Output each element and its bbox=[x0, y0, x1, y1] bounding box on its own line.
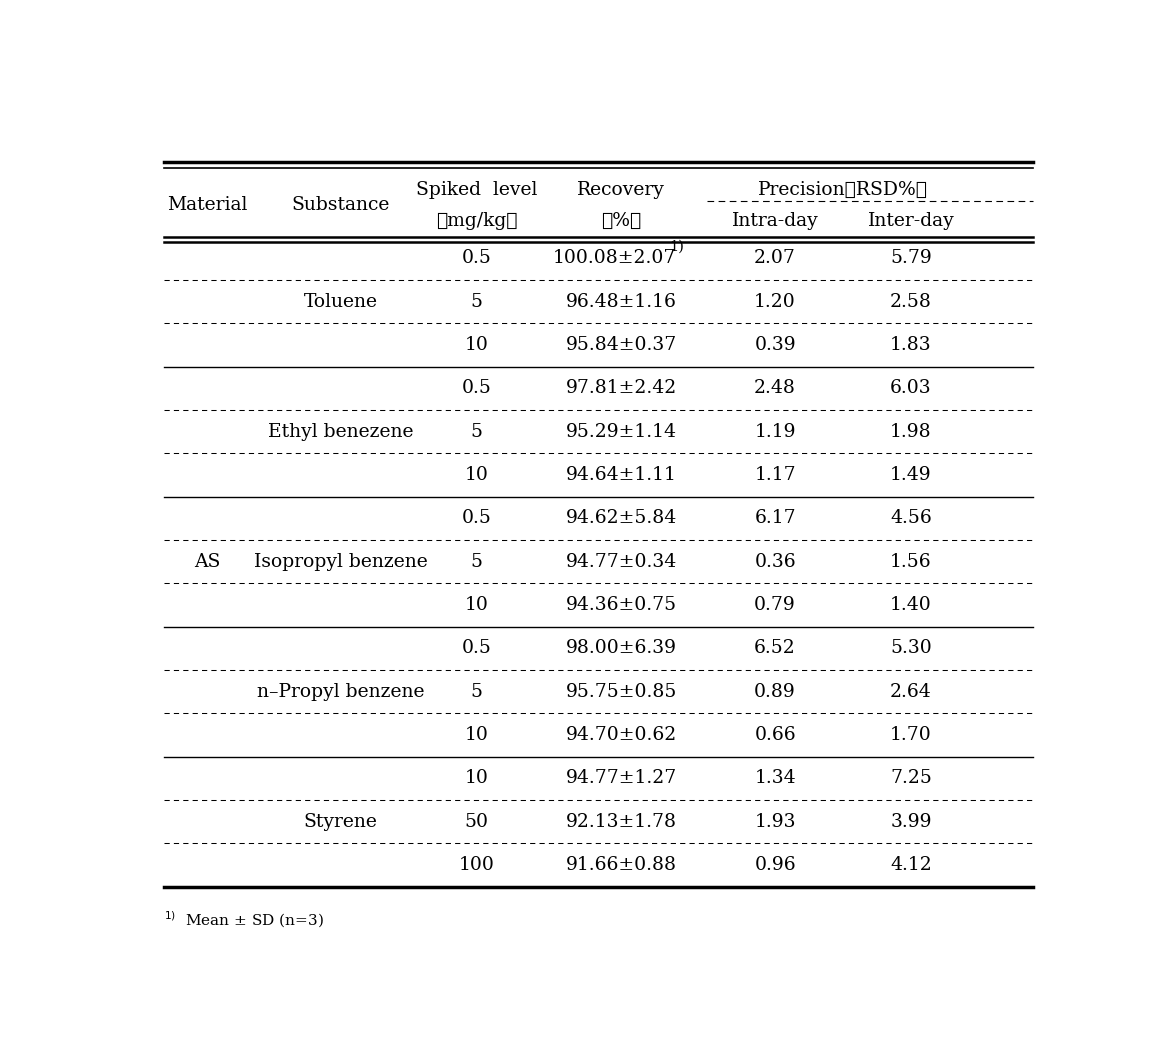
Text: 50: 50 bbox=[465, 813, 488, 831]
Text: 2.48: 2.48 bbox=[755, 380, 797, 397]
Text: 5: 5 bbox=[471, 293, 482, 311]
Text: 0.89: 0.89 bbox=[755, 683, 795, 701]
Text: 94.77±1.27: 94.77±1.27 bbox=[565, 769, 676, 788]
Text: （mg/kg）: （mg/kg） bbox=[436, 211, 517, 229]
Text: 0.96: 0.96 bbox=[755, 856, 795, 874]
Text: 1.34: 1.34 bbox=[755, 769, 795, 788]
Text: 0.5: 0.5 bbox=[461, 380, 492, 397]
Text: 1.98: 1.98 bbox=[890, 423, 932, 440]
Text: Intra-day: Intra-day bbox=[731, 211, 819, 229]
Text: 10: 10 bbox=[465, 769, 488, 788]
Text: 94.64±1.11: 94.64±1.11 bbox=[565, 465, 676, 484]
Text: （%）: （%） bbox=[602, 211, 641, 229]
Text: Recovery: Recovery bbox=[577, 181, 665, 199]
Text: Substance: Substance bbox=[292, 197, 390, 214]
Text: 1.40: 1.40 bbox=[890, 596, 932, 614]
Text: 94.70±0.62: 94.70±0.62 bbox=[565, 726, 676, 744]
Text: Inter-day: Inter-day bbox=[868, 211, 954, 229]
Text: 0.5: 0.5 bbox=[461, 249, 492, 268]
Text: AS: AS bbox=[194, 552, 221, 571]
Text: 6.52: 6.52 bbox=[755, 639, 795, 657]
Text: 0.39: 0.39 bbox=[755, 336, 795, 354]
Text: 5: 5 bbox=[471, 552, 482, 571]
Text: 10: 10 bbox=[465, 596, 488, 614]
Text: 6.03: 6.03 bbox=[890, 380, 932, 397]
Text: 7.25: 7.25 bbox=[890, 769, 932, 788]
Text: Styrene: Styrene bbox=[304, 813, 377, 831]
Text: 0.36: 0.36 bbox=[755, 552, 795, 571]
Text: 4.56: 4.56 bbox=[890, 509, 932, 527]
Text: 1.70: 1.70 bbox=[890, 726, 932, 744]
Text: 0.79: 0.79 bbox=[755, 596, 795, 614]
Text: 4.12: 4.12 bbox=[890, 856, 932, 874]
Text: 98.00±6.39: 98.00±6.39 bbox=[565, 639, 676, 657]
Text: 6.17: 6.17 bbox=[755, 509, 795, 527]
Text: 94.62±5.84: 94.62±5.84 bbox=[565, 509, 676, 527]
Text: 1.19: 1.19 bbox=[755, 423, 795, 440]
Text: Material: Material bbox=[167, 197, 248, 214]
Text: 1.93: 1.93 bbox=[755, 813, 795, 831]
Text: 1.49: 1.49 bbox=[890, 465, 932, 484]
Text: Spiked  level: Spiked level bbox=[416, 181, 537, 199]
Text: 2.58: 2.58 bbox=[890, 293, 932, 311]
Text: 2.64: 2.64 bbox=[890, 683, 932, 701]
Text: $^{1)}$  Mean ± SD (n=3): $^{1)}$ Mean ± SD (n=3) bbox=[164, 909, 324, 930]
Text: 100.08±2.07: 100.08±2.07 bbox=[552, 249, 675, 268]
Text: 100: 100 bbox=[459, 856, 494, 874]
Text: 0.5: 0.5 bbox=[461, 509, 492, 527]
Text: 91.66±0.88: 91.66±0.88 bbox=[565, 856, 676, 874]
Text: 1.83: 1.83 bbox=[890, 336, 932, 354]
Text: Ethyl benezene: Ethyl benezene bbox=[267, 423, 413, 440]
Text: 1.56: 1.56 bbox=[890, 552, 932, 571]
Text: 10: 10 bbox=[465, 336, 488, 354]
Text: 1): 1) bbox=[669, 240, 684, 253]
Text: 92.13±1.78: 92.13±1.78 bbox=[565, 813, 676, 831]
Text: 5.79: 5.79 bbox=[890, 249, 932, 268]
Text: 1.20: 1.20 bbox=[755, 293, 795, 311]
Text: n–Propyl benzene: n–Propyl benzene bbox=[257, 683, 424, 701]
Text: 5: 5 bbox=[471, 423, 482, 440]
Text: 94.77±0.34: 94.77±0.34 bbox=[565, 552, 676, 571]
Text: 10: 10 bbox=[465, 465, 488, 484]
Text: 10: 10 bbox=[465, 726, 488, 744]
Text: 2.07: 2.07 bbox=[755, 249, 797, 268]
Text: 95.84±0.37: 95.84±0.37 bbox=[565, 336, 676, 354]
Text: Precision（RSD%）: Precision（RSD%） bbox=[758, 181, 929, 199]
Text: 96.48±1.16: 96.48±1.16 bbox=[565, 293, 676, 311]
Text: 95.29±1.14: 95.29±1.14 bbox=[565, 423, 676, 440]
Text: 5.30: 5.30 bbox=[890, 639, 932, 657]
Text: 0.66: 0.66 bbox=[755, 726, 795, 744]
Text: 94.36±0.75: 94.36±0.75 bbox=[565, 596, 676, 614]
Text: Isopropyl benzene: Isopropyl benzene bbox=[253, 552, 427, 571]
Text: Toluene: Toluene bbox=[304, 293, 377, 311]
Text: 95.75±0.85: 95.75±0.85 bbox=[565, 683, 677, 701]
Text: 3.99: 3.99 bbox=[890, 813, 932, 831]
Text: 0.5: 0.5 bbox=[461, 639, 492, 657]
Text: 5: 5 bbox=[471, 683, 482, 701]
Text: 97.81±2.42: 97.81±2.42 bbox=[565, 380, 676, 397]
Text: 1.17: 1.17 bbox=[755, 465, 795, 484]
